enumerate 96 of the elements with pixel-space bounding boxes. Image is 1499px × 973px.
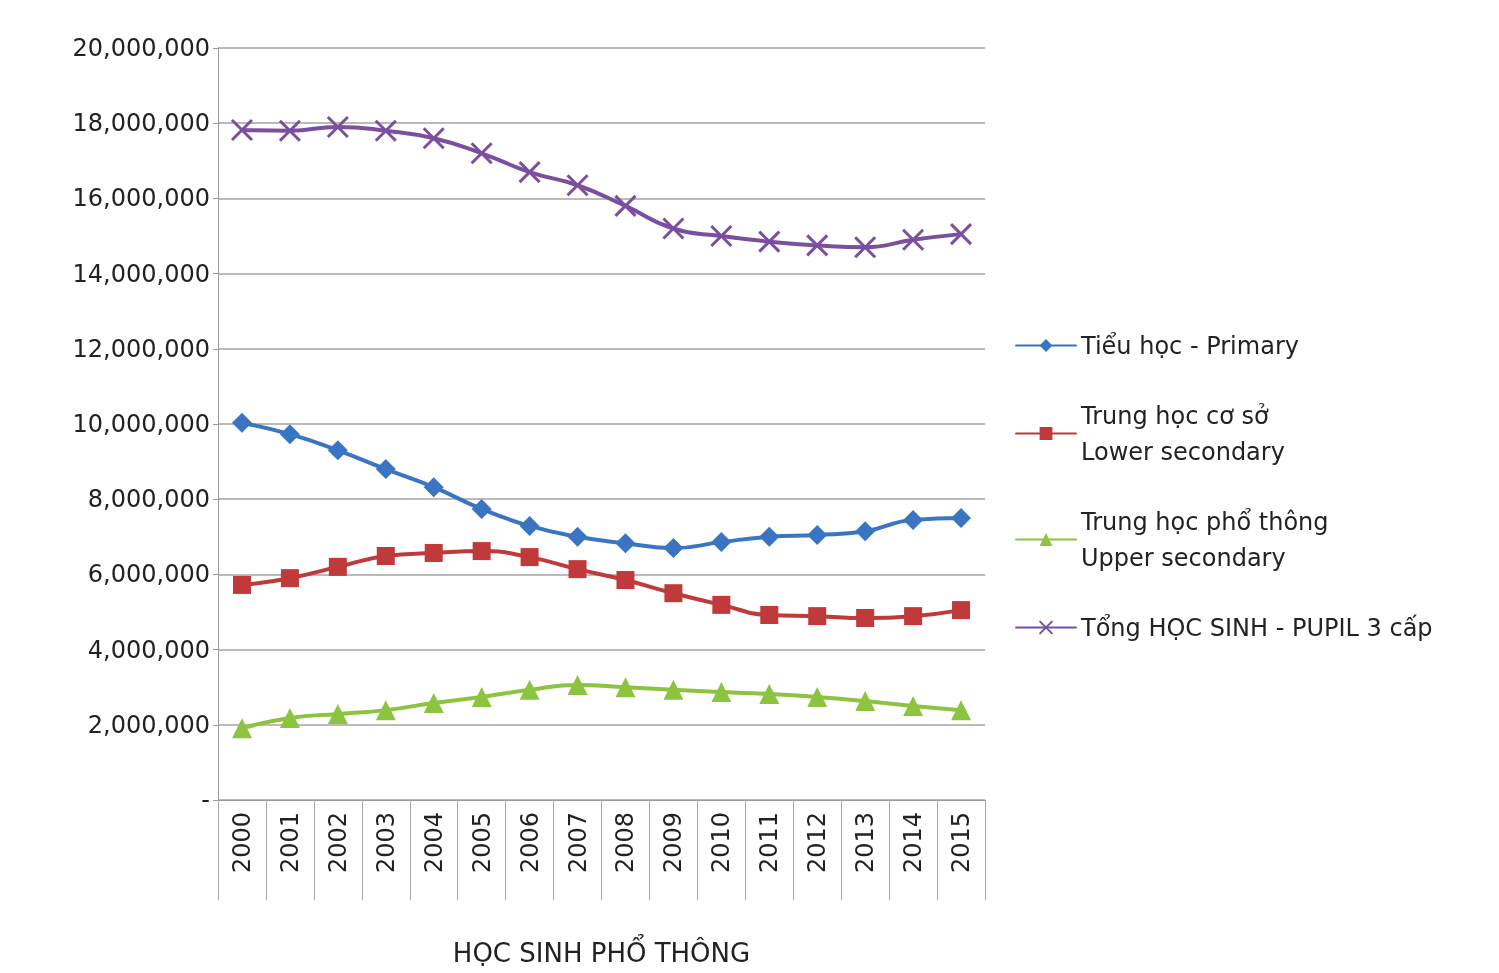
- point: [567, 526, 588, 547]
- point: [423, 477, 444, 498]
- point: [759, 683, 780, 704]
- point: [327, 703, 348, 724]
- point: [952, 601, 971, 620]
- point: [901, 228, 925, 252]
- point: [567, 674, 588, 695]
- y-tick-label: 8,000,000: [87, 485, 210, 514]
- point: [807, 524, 828, 545]
- point: [566, 173, 590, 197]
- point: [374, 119, 398, 143]
- point: [615, 533, 636, 554]
- point: [470, 141, 494, 165]
- x-tick-label: 2012: [803, 812, 832, 874]
- point: [805, 233, 829, 257]
- point: [613, 194, 637, 218]
- point: [231, 412, 252, 433]
- point: [280, 569, 299, 588]
- point: [424, 543, 443, 562]
- x-tick-label: 2001: [275, 812, 304, 874]
- point: [231, 718, 252, 739]
- point: [375, 700, 396, 721]
- point: [471, 686, 492, 707]
- x-tick-label: 2013: [851, 812, 880, 874]
- point: [422, 126, 446, 150]
- legend-label: Trung học phổ thông Upper secondary: [1080, 507, 1329, 572]
- x-tick-label: 2011: [755, 812, 784, 874]
- y-tick-label: 20,000,000: [72, 34, 210, 62]
- point: [328, 557, 347, 576]
- point: [616, 571, 635, 590]
- point: [904, 607, 923, 626]
- y-tick-label: 18,000,000: [72, 109, 210, 138]
- legend-label: Tiểu học - Primary: [1080, 331, 1299, 360]
- y-tick-label: 2,000,000: [87, 710, 210, 739]
- point: [711, 532, 732, 553]
- y-tick-label: 16,000,000: [72, 184, 210, 213]
- point: [615, 677, 636, 698]
- y-tick-label: 6,000,000: [87, 560, 210, 589]
- y-tick-label: 12,000,000: [72, 334, 210, 363]
- point: [757, 230, 781, 254]
- point: [903, 509, 924, 530]
- point: [568, 560, 587, 579]
- point: [279, 708, 300, 729]
- point: [664, 584, 683, 603]
- point: [663, 538, 684, 559]
- point: [326, 115, 350, 139]
- x-tick-label: 2007: [563, 812, 592, 874]
- point: [230, 118, 254, 142]
- x-tick-label: 2010: [707, 812, 736, 874]
- x-tick-label: 2015: [947, 812, 976, 874]
- point: [903, 696, 924, 716]
- point: [327, 440, 348, 461]
- point: [712, 595, 731, 614]
- point: [518, 160, 542, 184]
- x-axis-title: HỌC SINH PHỔ THÔNG: [452, 934, 751, 968]
- point: [711, 682, 732, 703]
- point: [709, 224, 733, 248]
- point: [520, 548, 539, 567]
- y-tick-label: 10,000,000: [72, 410, 210, 438]
- y-tick-label: 4,000,000: [87, 635, 210, 664]
- point: [519, 679, 540, 700]
- point: [807, 686, 828, 707]
- point: [376, 546, 395, 565]
- point: [951, 700, 972, 721]
- point: [855, 691, 876, 712]
- x-tick-label: 2002: [323, 812, 352, 874]
- point: [663, 679, 684, 700]
- point: [949, 222, 973, 246]
- x-tick-label: 2000: [227, 812, 256, 874]
- x-tick-label: 2006: [515, 812, 544, 874]
- y-tick-label: -: [201, 786, 210, 814]
- point: [808, 607, 827, 626]
- x-tick-label: 2014: [899, 812, 928, 874]
- x-tick-label: 2008: [611, 812, 640, 874]
- point: [472, 542, 491, 561]
- legend-label: Tổng HỌC SINH - PUPIL 3 cấp: [1080, 613, 1433, 642]
- point: [471, 498, 492, 519]
- point: [375, 459, 396, 480]
- point: [855, 521, 876, 542]
- x-tick-label: 2004: [419, 812, 448, 874]
- point: [759, 526, 780, 547]
- point: [519, 515, 540, 536]
- x-tick-label: 2009: [659, 812, 688, 874]
- point: [278, 119, 302, 143]
- point: [951, 508, 972, 528]
- y-tick-label: 14,000,000: [72, 259, 210, 288]
- x-tick-label: 2003: [371, 812, 400, 874]
- point: [760, 606, 779, 625]
- point: [661, 216, 685, 240]
- point: [856, 609, 875, 628]
- legend-label: Trung học cơ sở Lower secondary: [1080, 401, 1285, 466]
- point: [423, 692, 444, 713]
- x-tick-label: 2005: [467, 812, 496, 874]
- point: [853, 235, 877, 259]
- point: [232, 575, 251, 594]
- point: [279, 424, 300, 445]
